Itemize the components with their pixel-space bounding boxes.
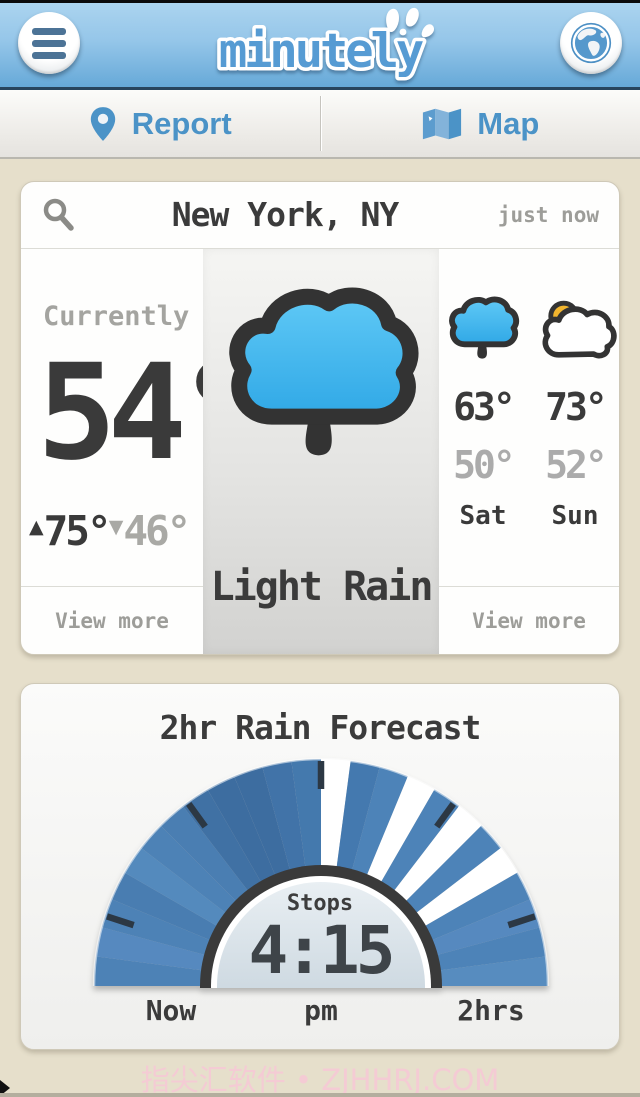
- app-header: minutely: [0, 3, 640, 90]
- globe-button[interactable]: [560, 12, 622, 74]
- currently-label: Currently: [43, 301, 190, 332]
- high-low-temps: ▲75°▼46°: [29, 507, 191, 555]
- forecast-day: Sun: [551, 501, 599, 531]
- forecast-high: 63°: [453, 385, 516, 429]
- condition-panel: Light Rain: [203, 249, 439, 654]
- rain-forecast-title: 2hr Rain Forecast: [159, 708, 482, 747]
- view-more-left[interactable]: View more: [21, 586, 203, 654]
- stop-time: 4:15: [248, 912, 396, 989]
- splash-icon: [386, 7, 435, 38]
- rain-cloud-icon: [446, 289, 520, 369]
- forecast-grid: 63° 73° 50° 52° Sat Sun: [439, 289, 619, 531]
- rain-cloud-icon: [221, 267, 421, 507]
- forecast-low: 52°: [545, 443, 608, 487]
- status-bar: [0, 0, 640, 3]
- nav-divider: [319, 96, 321, 151]
- globe-icon: [570, 22, 612, 64]
- high-arrow-icon: ▲: [29, 516, 44, 538]
- view-more-right[interactable]: View more: [439, 586, 619, 654]
- tab-report[interactable]: Report: [0, 90, 320, 157]
- rain-forecast-card: 2hr Rain Forecast Stops 4:15 Now pm 2hrs: [20, 683, 620, 1050]
- location-pin-icon: [90, 106, 115, 141]
- forecast-sat-icon-cell: [439, 289, 527, 367]
- bottom-edge: [0, 1093, 640, 1097]
- forecast-panel: 63° 73° 50° 52° Sat Sun View more: [439, 249, 619, 654]
- forecast-low: 50°: [453, 443, 516, 487]
- app-logo: minutely: [170, 5, 470, 95]
- logo-graphic: minutely: [215, 7, 435, 83]
- low-temp: 46°: [123, 507, 191, 555]
- high-temp: 75°: [43, 507, 112, 555]
- tab-map[interactable]: Map: [321, 90, 640, 157]
- rain-gauge: [92, 757, 550, 988]
- cursor-artifact: [0, 1080, 10, 1096]
- logo-text: minutely: [219, 24, 423, 79]
- stops-label: Stops: [286, 891, 354, 916]
- current-conditions-card: New York, NY just now Currently 54° ▲75°…: [20, 181, 620, 655]
- location-title: New York, NY: [171, 195, 399, 234]
- axis-2hrs-label: 2hrs: [457, 994, 525, 1027]
- forecast-high: 73°: [545, 385, 608, 429]
- forecast-sun-icon-cell: [531, 289, 619, 367]
- search-icon[interactable]: [41, 197, 77, 233]
- currently-panel: Currently 54° ▲75°▼46° View more: [21, 249, 257, 654]
- gauge-axis: Now pm 2hrs: [21, 994, 619, 1028]
- folded-map-icon: [423, 108, 462, 139]
- location-header: New York, NY just now: [21, 182, 619, 249]
- menu-button[interactable]: [18, 12, 80, 74]
- tab-map-label: Map: [477, 105, 540, 141]
- watermark-text: 指尖汇软件 • ZJHHRJ.COM: [140, 1063, 500, 1097]
- axis-now-label: Now: [145, 994, 197, 1027]
- secondary-nav: Report Map: [0, 90, 640, 159]
- hamburger-icon: [32, 27, 66, 59]
- partly-cloudy-icon: [533, 295, 617, 365]
- forecast-day: Sat: [459, 501, 507, 531]
- condition-label: Light Rain: [210, 564, 434, 610]
- low-arrow-icon: ▼: [108, 516, 124, 538]
- axis-pm-label: pm: [304, 994, 338, 1027]
- tab-report-label: Report: [131, 105, 232, 141]
- last-updated: just now: [497, 203, 599, 227]
